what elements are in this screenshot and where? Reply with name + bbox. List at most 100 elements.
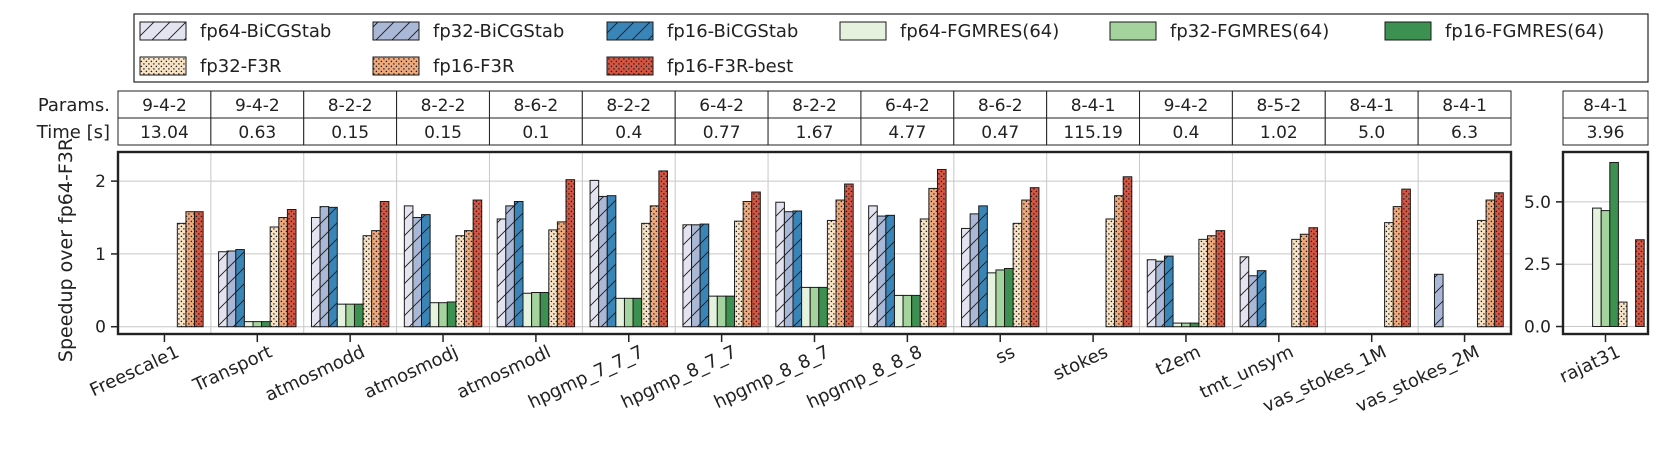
legend-label-fp16-f3r-best: fp16-F3R-best bbox=[667, 56, 793, 77]
time-value: 0.77 bbox=[703, 123, 741, 143]
bar-fp64-fgmres-64 bbox=[1592, 207, 1602, 328]
bar-fp16-f3r bbox=[649, 205, 660, 328]
legend-swatch-fp32-f3r bbox=[139, 56, 187, 76]
y-tick-label: 5.0 bbox=[1524, 193, 1551, 213]
params-cell bbox=[117, 90, 212, 119]
x-tick-label-ss: ss bbox=[992, 341, 1018, 368]
time-cell bbox=[1562, 117, 1649, 146]
params-value: 8-2-2 bbox=[328, 96, 373, 116]
params-cell bbox=[767, 90, 862, 119]
bar-fp64-fgmres-64 bbox=[336, 303, 347, 328]
bar-fp16-bicgstab bbox=[235, 249, 245, 328]
time-value: 1.67 bbox=[796, 123, 834, 143]
params-cell bbox=[581, 90, 676, 119]
y-tick-label: 1 bbox=[95, 245, 106, 265]
bar-fp16-f3r bbox=[1299, 233, 1310, 328]
bar-group-atmosmodd bbox=[310, 201, 390, 328]
params-value: 8-6-2 bbox=[514, 96, 559, 116]
params-value: 9-4-2 bbox=[235, 96, 280, 116]
bar-fp32-f3r bbox=[1012, 222, 1023, 328]
legend-swatch-fp16-bicgstab bbox=[606, 21, 654, 41]
time-cell bbox=[303, 117, 398, 146]
bar-fp32-bicgstab bbox=[505, 205, 515, 328]
bar-fp16-bicgstab bbox=[699, 223, 710, 328]
table-main: 9-4-2 13.04 9-4-2 0.63 8-2-2 0.15 8-2-2 0.15 8-6… bbox=[117, 90, 1512, 146]
y-tick-label: 0 bbox=[95, 318, 106, 338]
x-tick-label-rajat31: rajat31 bbox=[1556, 341, 1623, 387]
bar-fp32-fgmres-64 bbox=[438, 302, 448, 328]
panel-side: 0.0 2.5 5.0 rajat31 bbox=[1524, 150, 1650, 388]
params-cell bbox=[1417, 90, 1512, 119]
bar-group-t2em bbox=[1146, 230, 1226, 328]
y-tick-label: 0.0 bbox=[1524, 318, 1551, 338]
params-cell bbox=[1324, 90, 1419, 119]
legend: fp64-BiCGStab fp32-BiCGStab fp16-BiCGStab f… bbox=[133, 13, 1649, 83]
time-value: 4.77 bbox=[888, 123, 926, 143]
time-cell bbox=[1417, 117, 1512, 146]
bar-fp64-bicgstab bbox=[1146, 259, 1157, 328]
params-value: 8-2-2 bbox=[421, 96, 466, 116]
bar-fp32-f3r bbox=[269, 226, 280, 328]
bar-fp64-bicgstab bbox=[775, 201, 785, 328]
bar-fp32-bicgstab bbox=[876, 215, 887, 328]
time-cell bbox=[860, 117, 955, 146]
time-cell bbox=[1139, 117, 1233, 146]
bar-group-atmosmodl bbox=[496, 179, 576, 328]
bar-fp32-fgmres-64 bbox=[716, 295, 727, 328]
bar-fp32-bicgstab bbox=[226, 250, 237, 328]
bar-fp32-fgmres-64 bbox=[252, 321, 263, 328]
y-tick-label: 2 bbox=[95, 172, 106, 192]
bar-group-stokes bbox=[1105, 176, 1133, 328]
bar-fp16-f3r-best bbox=[565, 179, 576, 328]
bar-fp16-fgmres-64 bbox=[1609, 161, 1619, 328]
bar-fp64-fgmres-64 bbox=[522, 292, 533, 328]
bar-group-vas-stokes-2m bbox=[1433, 192, 1504, 328]
bar-fp16-fgmres-64 bbox=[911, 294, 921, 328]
table-side: 8-4-1 3.96 bbox=[1562, 90, 1649, 146]
bar-fp16-f3r-best bbox=[1308, 227, 1319, 328]
bar-fp32-bicgstab bbox=[969, 213, 980, 328]
bar-fp64-bicgstab bbox=[682, 224, 693, 328]
bar-fp16-f3r bbox=[1206, 235, 1217, 328]
legend-swatch-fp64-bicgstab bbox=[139, 21, 187, 41]
bar-fp16-f3r-best bbox=[658, 170, 668, 328]
bar-fp16-f3r bbox=[278, 217, 288, 328]
time-value: 3.96 bbox=[1587, 123, 1625, 143]
bar-fp16-f3r-best bbox=[379, 201, 390, 328]
bar-fp32-fgmres-64 bbox=[345, 303, 355, 328]
bar-fp32-bicgstab bbox=[412, 217, 423, 328]
bar-fp64-bicgstab bbox=[403, 205, 414, 328]
bar-fp64-fgmres-64 bbox=[708, 295, 718, 328]
x-tick-label-stokes: stokes bbox=[1050, 341, 1111, 384]
bar-fp16-f3r-best bbox=[1494, 192, 1504, 328]
legend-label-fp16-bicgstab: fp16-BiCGStab bbox=[667, 21, 798, 42]
params-cell bbox=[488, 90, 583, 119]
time-cell bbox=[488, 117, 583, 146]
y-tick-label: 2.5 bbox=[1524, 255, 1551, 275]
bar-fp32-f3r bbox=[176, 222, 187, 328]
bar-fp64-fgmres-64 bbox=[429, 302, 440, 328]
bar-fp32-f3r bbox=[826, 219, 837, 328]
params-value: 9-4-2 bbox=[1164, 96, 1209, 116]
time-cell bbox=[396, 117, 490, 146]
bar-fp16-f3r-best bbox=[1401, 188, 1411, 328]
bar-fp64-bicgstab bbox=[310, 217, 321, 328]
params-value: 8-2-2 bbox=[792, 96, 837, 116]
bar-fp16-f3r bbox=[1392, 206, 1403, 328]
legend-swatch-fp16-fgmres-64 bbox=[1384, 21, 1432, 41]
bar-fp16-f3r-best bbox=[194, 211, 204, 328]
time-cell bbox=[117, 117, 212, 146]
bar-fp32-f3r bbox=[1384, 222, 1394, 328]
bar-group-vas-stokes-1m bbox=[1384, 188, 1411, 328]
bar-fp64-bicgstab bbox=[868, 205, 878, 328]
time-cell bbox=[953, 117, 1048, 146]
legend-label-fp32-bicgstab: fp32-BiCGStab bbox=[433, 21, 564, 42]
legend-swatch-fp64-fgmres-64 bbox=[839, 21, 887, 41]
bar-fp32-f3r bbox=[362, 235, 373, 328]
bar-fp16-fgmres-64 bbox=[539, 292, 550, 328]
legend-label-fp32-f3r: fp32-F3R bbox=[200, 56, 281, 77]
params-value: 8-6-2 bbox=[978, 96, 1023, 116]
bar-fp32-bicgstab bbox=[319, 206, 330, 328]
bar-fp64-bicgstab bbox=[589, 179, 600, 328]
time-value: 115.19 bbox=[1063, 123, 1122, 143]
